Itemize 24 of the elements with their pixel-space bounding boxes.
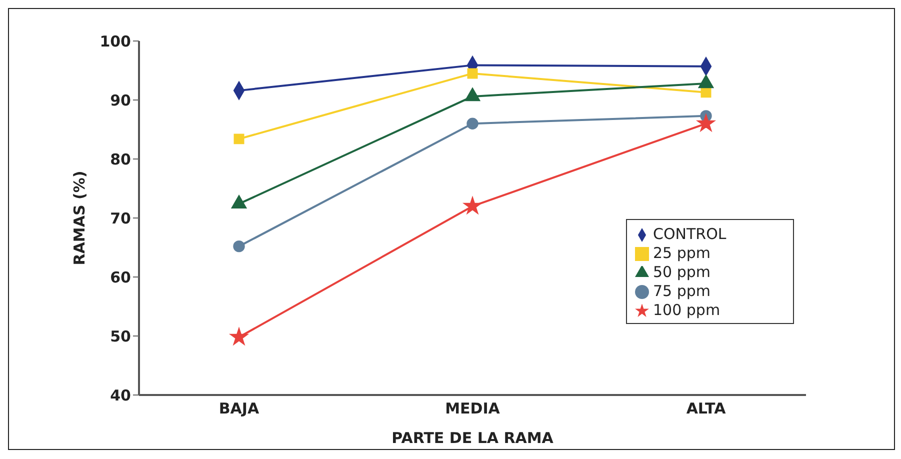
y-tick-label: 70	[110, 209, 131, 228]
point	[467, 68, 478, 79]
y-tick-label: 80	[110, 150, 131, 168]
point	[230, 328, 248, 345]
point	[463, 196, 482, 214]
point	[234, 134, 244, 144]
point	[233, 240, 245, 252]
y-tick-label: 90	[110, 91, 131, 110]
y-tick-label: 100	[100, 32, 131, 50]
legend-label: CONTROL	[653, 225, 726, 243]
legend-label: 75 ppm	[653, 282, 711, 300]
legend-label: 100 ppm	[653, 301, 720, 319]
y-tick-label: 50	[110, 327, 131, 346]
point	[696, 114, 716, 132]
x-axis-title: PARTE DE LA RAMA	[392, 429, 554, 447]
point	[466, 118, 478, 130]
legend-label: 25 ppm	[653, 244, 711, 262]
y-tick-label: 40	[110, 386, 131, 404]
y-tick-label: 60	[110, 268, 131, 286]
y-axis-title: RAMAS (%)	[70, 170, 88, 266]
x-tick-label: BAJA	[218, 400, 260, 418]
x-tick-label: MEDIA	[445, 400, 500, 418]
x-tick-label: ALTA	[686, 400, 726, 418]
legend-label: 50 ppm	[653, 263, 711, 281]
